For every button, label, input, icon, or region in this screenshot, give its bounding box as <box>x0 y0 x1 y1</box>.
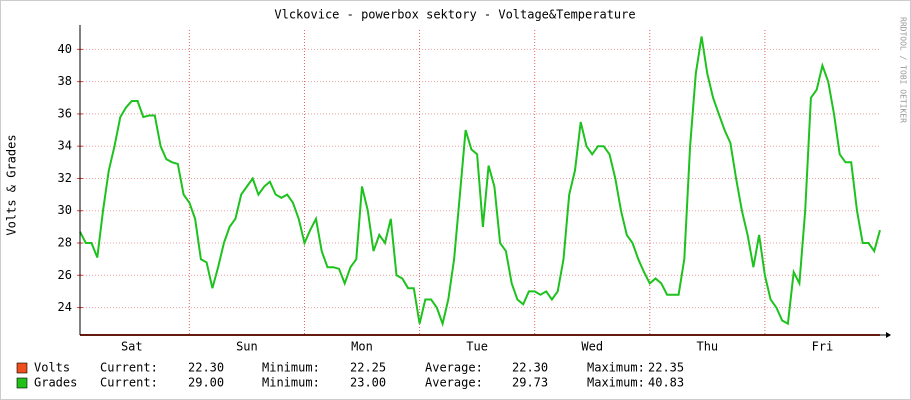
legend-swatch <box>16 362 28 374</box>
stat-label: Minimum: <box>262 376 320 390</box>
stat-value: 40.83 <box>648 376 684 390</box>
x-tick-label: Sun <box>236 340 258 354</box>
y-tick-label: 32 <box>58 171 72 185</box>
y-axis-label: Volts & Grades <box>5 134 19 235</box>
y-tick-label: 28 <box>58 236 72 250</box>
stat-label: Maximum: <box>587 376 645 390</box>
x-tick-label: Fri <box>812 340 834 354</box>
stat-value: 22.30 <box>512 361 548 375</box>
x-tick-label: Wed <box>581 340 603 354</box>
axes <box>79 25 891 338</box>
y-tick-label: 38 <box>58 74 72 88</box>
stat-value: 22.25 <box>350 361 386 375</box>
x-tick-label: Sat <box>121 340 143 354</box>
y-tick-label: 24 <box>58 300 72 314</box>
legend-swatch <box>16 377 28 389</box>
stat-label: Average: <box>425 376 483 390</box>
stat-value: 29.00 <box>188 376 224 390</box>
y-tick-label: 40 <box>58 42 72 56</box>
stat-label: Average: <box>425 361 483 375</box>
x-tick-label: Tue <box>466 340 488 354</box>
legend-name: Volts <box>34 361 70 375</box>
side-note: RRDTOOL / TOBI OETIKER <box>899 17 908 123</box>
x-axis-arrow <box>886 332 891 338</box>
legend-name: Grades <box>34 376 77 390</box>
x-tick-label: Mon <box>351 340 373 354</box>
grid: 24 26 28 30 32 34 36 38 40 Sat Sun Mon Tue Wed Thu Fri <box>58 30 880 354</box>
stat-value: 29.73 <box>512 376 548 390</box>
y-tick-label: 26 <box>58 268 72 282</box>
y-tick-label: 30 <box>58 203 72 217</box>
stat-label: Current: <box>100 361 158 375</box>
x-tick-label: Thu <box>696 340 718 354</box>
chart-title: Vlckovice - powerbox sektory - Voltage&T… <box>274 8 635 22</box>
stat-value: 23.00 <box>350 376 386 390</box>
stat-value: 22.35 <box>648 361 684 375</box>
stat-label: Minimum: <box>262 361 320 375</box>
y-tick-label: 34 <box>58 139 72 153</box>
y-tick-label: 36 <box>58 106 72 120</box>
series-line <box>79 36 881 328</box>
legend: Volts Current: 22.30 Minimum: 22.25 Average: 2… <box>16 361 684 390</box>
stat-value: 22.30 <box>188 361 224 375</box>
stat-label: Maximum: <box>587 361 645 375</box>
stat-label: Current: <box>100 376 158 390</box>
